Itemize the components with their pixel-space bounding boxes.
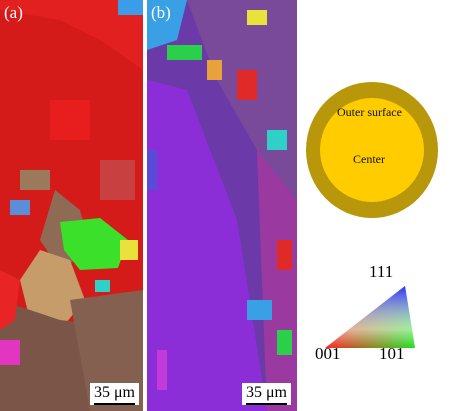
center-label: Center [353,152,385,166]
ebsd-map-a: (a) 35 μm [0,0,143,411]
ebsd-map-b: (b) 35 μm [147,0,297,411]
panel-a-label: (a) [4,3,23,22]
outer-surface-label: Outer surface [337,105,402,119]
ipf-label-111: 111 [369,262,394,281]
panel-b-label: (b) [151,3,171,22]
scale-bar-b-line [245,403,287,405]
scale-bar-a: 35 μm [89,383,139,405]
scale-bar-a-label: 35 μm [93,384,135,401]
ebsd-map-b-image [147,0,297,411]
ipf-color-key [325,286,415,348]
ipf-label-001: 001 [315,344,341,363]
scale-bar-b-label: 35 μm [245,384,287,401]
scale-bar-a-line [93,403,135,405]
scale-bar-b: 35 μm [241,383,291,405]
center-region [320,98,424,202]
ebsd-map-a-image [0,0,143,411]
sample-cross-section [306,82,438,218]
ipf-label-101: 101 [379,344,405,363]
inset-panel: Outer surface Center 111 001 101 [297,0,450,411]
